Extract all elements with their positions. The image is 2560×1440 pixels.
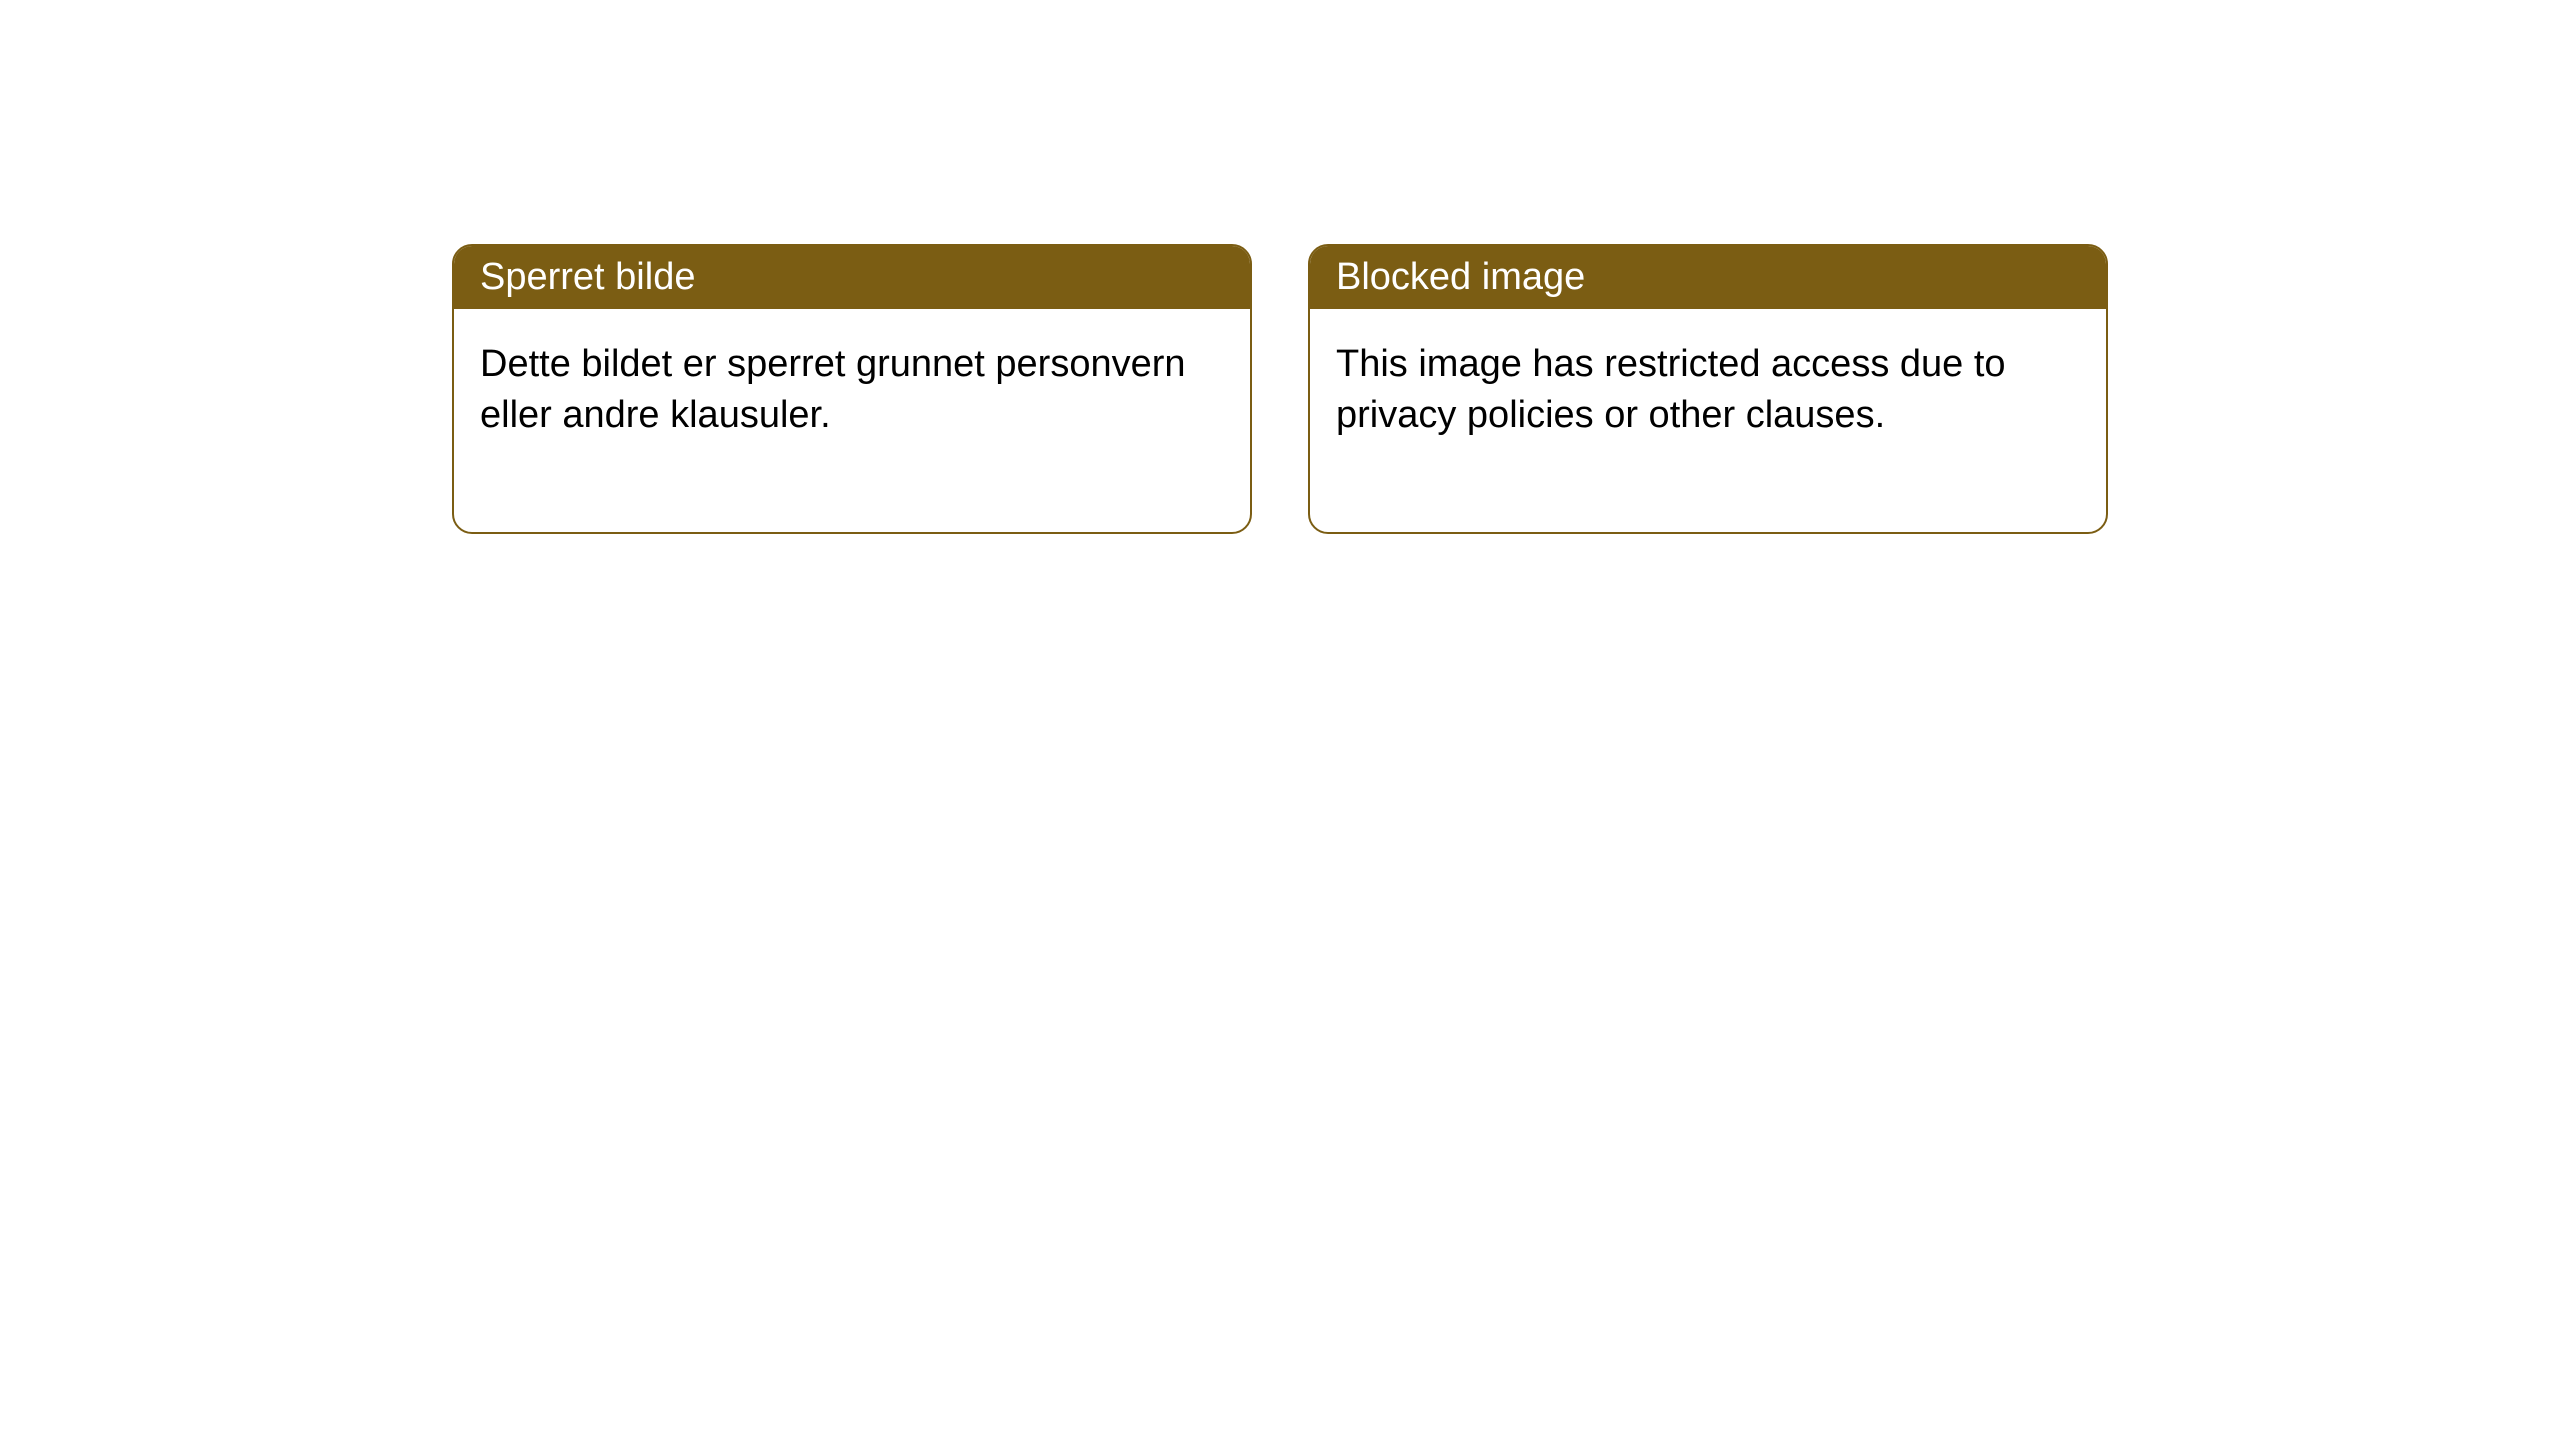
notice-body: Dette bildet er sperret grunnet personve… — [454, 309, 1250, 532]
notice-card-norwegian: Sperret bilde Dette bildet er sperret gr… — [452, 244, 1252, 534]
notice-body: This image has restricted access due to … — [1310, 309, 2106, 532]
notice-title: Blocked image — [1310, 246, 2106, 309]
notice-container: Sperret bilde Dette bildet er sperret gr… — [0, 0, 2560, 534]
notice-title: Sperret bilde — [454, 246, 1250, 309]
notice-card-english: Blocked image This image has restricted … — [1308, 244, 2108, 534]
